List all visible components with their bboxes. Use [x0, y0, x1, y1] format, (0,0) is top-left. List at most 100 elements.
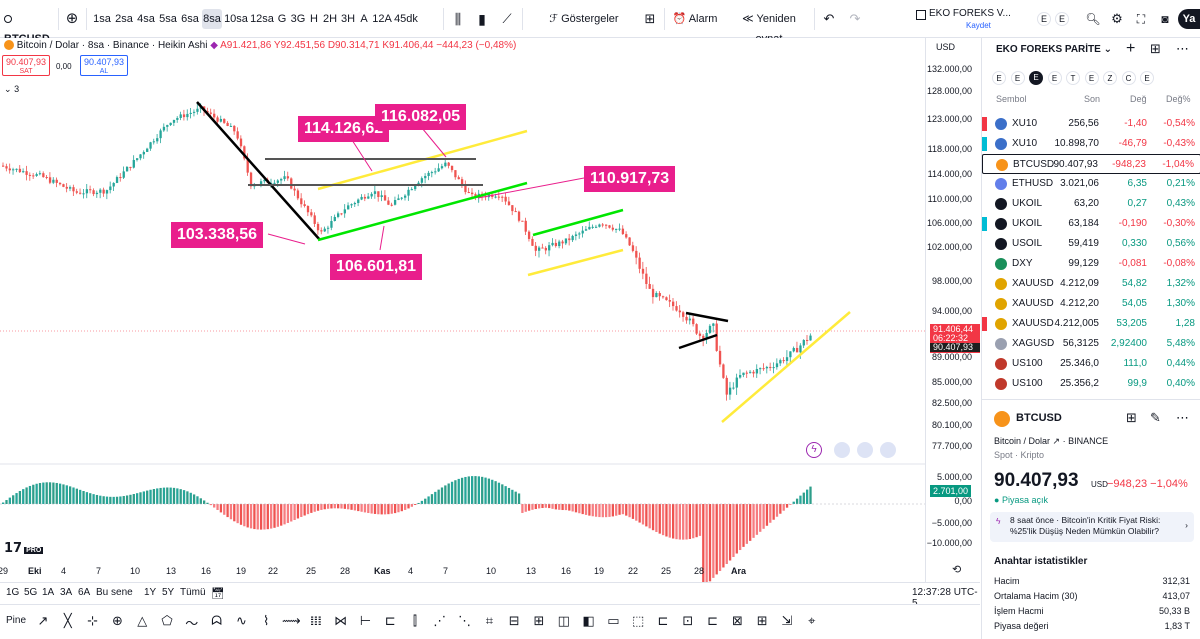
measure-icon[interactable]: ⊞: [533, 613, 545, 628]
detail-more-icon[interactable]: ⋯: [1176, 410, 1189, 425]
buy-button[interactable]: 90.407,93 AL: [80, 55, 128, 76]
watchlist-row-dxy[interactable]: DXY 99,129 -0,081 -0,08%: [982, 254, 1200, 274]
news-headline[interactable]: ϟ 8 saat önce · Bitcoin'in Kritik Fiyat …: [990, 512, 1194, 542]
long-position-icon[interactable]: ◫: [557, 613, 570, 628]
range-bu-sene[interactable]: Bu sene: [96, 587, 133, 598]
range-icon[interactable]: ⊟: [508, 613, 520, 628]
watchlist-row-xu10[interactable]: XU10 256,56 -1,40 -0,54%: [982, 114, 1200, 134]
undo-icon[interactable]: ↶: [823, 11, 835, 26]
interval-1sa[interactable]: 1sa: [93, 13, 111, 25]
interval-3H[interactable]: 3H: [340, 13, 356, 25]
chart-pane[interactable]: Bitcoin / Dolar · 8sa · Binance · Heikin…: [0, 38, 980, 582]
watchlist-row-xagusd[interactable]: XAGUSD 56,3125 2,92400 5,48%: [982, 334, 1200, 354]
interval-5sa[interactable]: 5sa: [159, 13, 177, 25]
header-symbol[interactable]: Sembol: [996, 94, 1027, 104]
detail-name[interactable]: Bitcoin / Dolar: [994, 436, 1051, 446]
price-chart[interactable]: [0, 38, 980, 582]
header-change[interactable]: Değ: [1130, 94, 1147, 104]
range-5y[interactable]: 5Y: [162, 587, 175, 598]
price-axis[interactable]: USD 132.000,00 128.000,00 123.000,00 118.00…: [925, 38, 980, 582]
alert-button[interactable]: ⏰ Alarm: [672, 13, 718, 25]
range-3a[interactable]: 3A: [60, 587, 73, 598]
interval-12A[interactable]: 12A: [372, 13, 392, 25]
snapshot-camera-icon[interactable]: ◙: [1161, 12, 1169, 26]
indicators-button[interactable]: ℱ Göstergeler: [549, 13, 619, 25]
chip-e[interactable]: E: [1037, 12, 1051, 26]
interval-2H[interactable]: 2H: [322, 13, 338, 25]
watchlist-tab[interactable]: E: [1084, 71, 1099, 85]
triangle-icon[interactable]: △: [137, 613, 148, 628]
flag-icon[interactable]: ⊏: [707, 613, 719, 628]
watchlist-row-btcusd[interactable]: BTCUSD 90.407,93 -948,23 -1,04%: [982, 154, 1200, 174]
layout-save-button[interactable]: EKO FOREKS V... Kaydet: [916, 8, 1038, 32]
us-flag-event-icon-2[interactable]: [857, 442, 873, 458]
header-last[interactable]: Son: [1084, 94, 1101, 104]
heikin-ashi-icon[interactable]: ▮: [478, 11, 486, 27]
watchlist-tab[interactable]: E: [1010, 71, 1025, 85]
go-to-date-icon[interactable]: ⟲: [952, 564, 962, 576]
callout-116082[interactable]: 116.082,05: [375, 104, 467, 130]
price-label-icon[interactable]: ⊡: [682, 613, 694, 628]
abcd-icon[interactable]: ⋈: [334, 613, 348, 628]
range-6a[interactable]: 6A: [78, 587, 91, 598]
interval-2sa[interactable]: 2sa: [115, 13, 133, 25]
redo-icon[interactable]: ↷: [849, 11, 861, 26]
us-flag-event-icon-3[interactable]: [880, 442, 896, 458]
fib-icon[interactable]: 𝍖: [309, 613, 322, 628]
watchlist-row-ukoil[interactable]: UKOIL 63,184 -0,190 -0,30%: [982, 214, 1200, 234]
detail-grid-icon[interactable]: ⊞: [1126, 410, 1137, 425]
watchlist-tab[interactable]: E: [1029, 71, 1043, 85]
watchlist-row-xauusd[interactable]: XAUUSD 4.212,20 54,05 1,30%: [982, 294, 1200, 314]
publish-button[interactable]: Ya: [1178, 9, 1200, 29]
watchlist-row-xu10[interactable]: XU10 10.898,70 -46,79 -0,43%: [982, 134, 1200, 154]
crosshair-icon[interactable]: ⊹: [87, 613, 99, 628]
interval-10sa[interactable]: 10sa: [224, 13, 248, 25]
magnet-icon[interactable]: ⌖: [808, 613, 816, 628]
watchlist-row-ethusd[interactable]: ETHUSD 3.021,06 6,35 0,21%: [982, 174, 1200, 194]
interval-45dk[interactable]: 45dk: [394, 13, 418, 25]
wave-icon[interactable]: 〜: [185, 616, 199, 631]
detail-exchange[interactable]: BINANCE: [1068, 436, 1109, 446]
external-link-icon[interactable]: ↗: [1052, 436, 1061, 446]
path-icon[interactable]: ⋱: [458, 613, 472, 628]
us-flag-event-icon[interactable]: [834, 442, 850, 458]
interval-8sa[interactable]: 8sa: [202, 9, 222, 29]
watchlist-row-ukoil[interactable]: UKOIL 63,20 0,27 0,43%: [982, 194, 1200, 214]
zoom-icon[interactable]: ⇲: [781, 613, 793, 628]
watchlist-row-usoil[interactable]: USOIL 59,419 0,330 0,56%: [982, 234, 1200, 254]
interval-3G[interactable]: 3G: [290, 13, 306, 25]
range-1g[interactable]: 1G: [6, 587, 20, 598]
range-tümü[interactable]: Tümü: [180, 587, 206, 598]
watchlist-row-xauusd[interactable]: XAUUSD 4.212,005 53,205 1,28: [982, 314, 1200, 334]
chart-type-icon[interactable]: ⟋: [502, 11, 512, 26]
pine-editor-tab[interactable]: Pine: [6, 615, 27, 626]
range-1y[interactable]: 1Y: [144, 587, 157, 598]
callout-103338[interactable]: 103.338,56: [171, 222, 264, 248]
quick-search-icon[interactable]: 🔍︎: [1085, 12, 1101, 26]
callout-106601[interactable]: 106.601,81: [330, 254, 423, 280]
sell-button[interactable]: 90.407,93 SAT: [2, 55, 50, 76]
curve-icon[interactable]: ∿: [235, 613, 247, 628]
watchlist-tab[interactable]: E: [1047, 71, 1062, 85]
trend-line-icon[interactable]: ↗: [37, 613, 49, 628]
watchlist-tab[interactable]: Z: [1103, 71, 1117, 85]
arc-icon[interactable]: ⋰: [433, 613, 447, 628]
interval-G[interactable]: G: [277, 13, 287, 25]
frame-icon[interactable]: ⊠: [731, 613, 743, 628]
date-range-calendar-icon[interactable]: 📅︎: [211, 588, 225, 600]
crypto-event-icon[interactable]: ϟ: [806, 442, 822, 458]
replay-button[interactable]: ≪ Yeniden oynat: [742, 13, 796, 45]
interval-A[interactable]: A: [360, 13, 368, 25]
detail-symbol[interactable]: BTCUSD: [1016, 412, 1062, 424]
watchlist-tab[interactable]: C: [1121, 71, 1136, 85]
ruler-icon[interactable]: ⌇: [263, 613, 270, 628]
cross-line-icon[interactable]: ╳: [63, 613, 72, 628]
header-change-pct[interactable]: Değ%: [1166, 94, 1191, 104]
settings-gear-icon[interactable]: ⚙: [1111, 11, 1123, 26]
grid-icon[interactable]: ⌗: [485, 613, 494, 628]
chip-e-2[interactable]: E: [1055, 12, 1069, 26]
rect-icon[interactable]: ⊏: [384, 613, 396, 628]
market-status[interactable]: ● Piyasa açık: [994, 495, 1048, 505]
clock-timezone[interactable]: 12:37:28 UTC-5: [912, 587, 978, 609]
compare-add-icon[interactable]: ⊕: [65, 10, 79, 27]
